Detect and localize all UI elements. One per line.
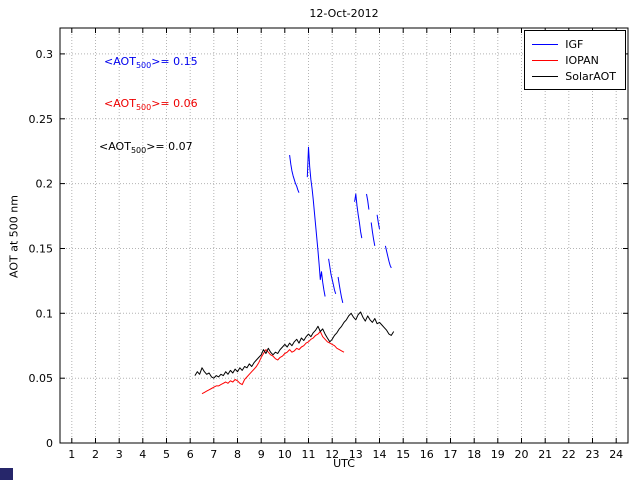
annotation-igf-mean: <AOT500>= 0.15 bbox=[104, 55, 198, 70]
svg-text:15: 15 bbox=[396, 448, 410, 461]
svg-text:17: 17 bbox=[444, 448, 458, 461]
annotation-text: >= 0.06 bbox=[151, 97, 198, 110]
svg-text:9: 9 bbox=[258, 448, 265, 461]
svg-text:0.3: 0.3 bbox=[36, 48, 54, 61]
svg-text:2: 2 bbox=[92, 448, 99, 461]
svg-text:5: 5 bbox=[163, 448, 170, 461]
annotation-subscript: 500 bbox=[130, 146, 147, 156]
legend-item-solaraot: SolarAOT bbox=[532, 68, 616, 84]
svg-text:7: 7 bbox=[210, 448, 217, 461]
legend-item-igf: IGF bbox=[532, 36, 616, 52]
svg-text:4: 4 bbox=[139, 448, 146, 461]
legend-label-solaraot: SolarAOT bbox=[565, 69, 616, 83]
svg-text:3: 3 bbox=[116, 448, 123, 461]
svg-text:0.1: 0.1 bbox=[36, 307, 54, 320]
svg-text:0.15: 0.15 bbox=[29, 243, 54, 256]
svg-text:12: 12 bbox=[325, 448, 339, 461]
svg-text:0: 0 bbox=[46, 437, 53, 450]
svg-text:11: 11 bbox=[302, 448, 316, 461]
legend-line-sample-igf bbox=[532, 43, 559, 45]
annotation-text: <AOT bbox=[104, 55, 136, 68]
svg-text:0.25: 0.25 bbox=[29, 113, 54, 126]
annotation-solaraot-mean: <AOT500>= 0.07 bbox=[99, 140, 193, 155]
legend-item-iopan: IOPAN bbox=[532, 52, 616, 68]
annotation-text: <AOT bbox=[99, 140, 131, 153]
svg-text:10: 10 bbox=[278, 448, 292, 461]
svg-text:6: 6 bbox=[187, 448, 194, 461]
svg-text:22: 22 bbox=[562, 448, 576, 461]
annotation-text: >= 0.07 bbox=[146, 140, 193, 153]
legend-label-igf: IGF bbox=[565, 37, 584, 51]
svg-text:0.05: 0.05 bbox=[29, 372, 54, 385]
y-axis-label: AOT at 500 nm bbox=[7, 195, 21, 278]
legend-line-sample-solaraot bbox=[532, 75, 559, 77]
svg-text:13: 13 bbox=[349, 448, 363, 461]
x-axis-label: UTC bbox=[333, 457, 355, 470]
annotation-text: <AOT bbox=[104, 97, 136, 110]
svg-text:1: 1 bbox=[68, 448, 75, 461]
svg-text:16: 16 bbox=[420, 448, 434, 461]
screenshot-corner-artifact bbox=[0, 468, 13, 480]
annotation-iopan-mean: <AOT500>= 0.06 bbox=[104, 97, 198, 112]
legend: IGF IOPAN SolarAOT bbox=[524, 30, 626, 90]
svg-text:14: 14 bbox=[373, 448, 387, 461]
chart-title: 12-Oct-2012 bbox=[309, 7, 379, 20]
svg-text:20: 20 bbox=[515, 448, 529, 461]
svg-text:0.2: 0.2 bbox=[36, 178, 54, 191]
annotation-subscript: 500 bbox=[135, 61, 152, 71]
annotation-text: >= 0.15 bbox=[151, 55, 198, 68]
svg-text:19: 19 bbox=[491, 448, 505, 461]
svg-text:8: 8 bbox=[234, 448, 241, 461]
svg-text:24: 24 bbox=[609, 448, 623, 461]
legend-label-iopan: IOPAN bbox=[565, 53, 599, 67]
svg-text:23: 23 bbox=[586, 448, 600, 461]
svg-text:18: 18 bbox=[467, 448, 481, 461]
annotation-subscript: 500 bbox=[135, 103, 152, 113]
legend-line-sample-iopan bbox=[532, 59, 559, 61]
svg-text:21: 21 bbox=[538, 448, 552, 461]
